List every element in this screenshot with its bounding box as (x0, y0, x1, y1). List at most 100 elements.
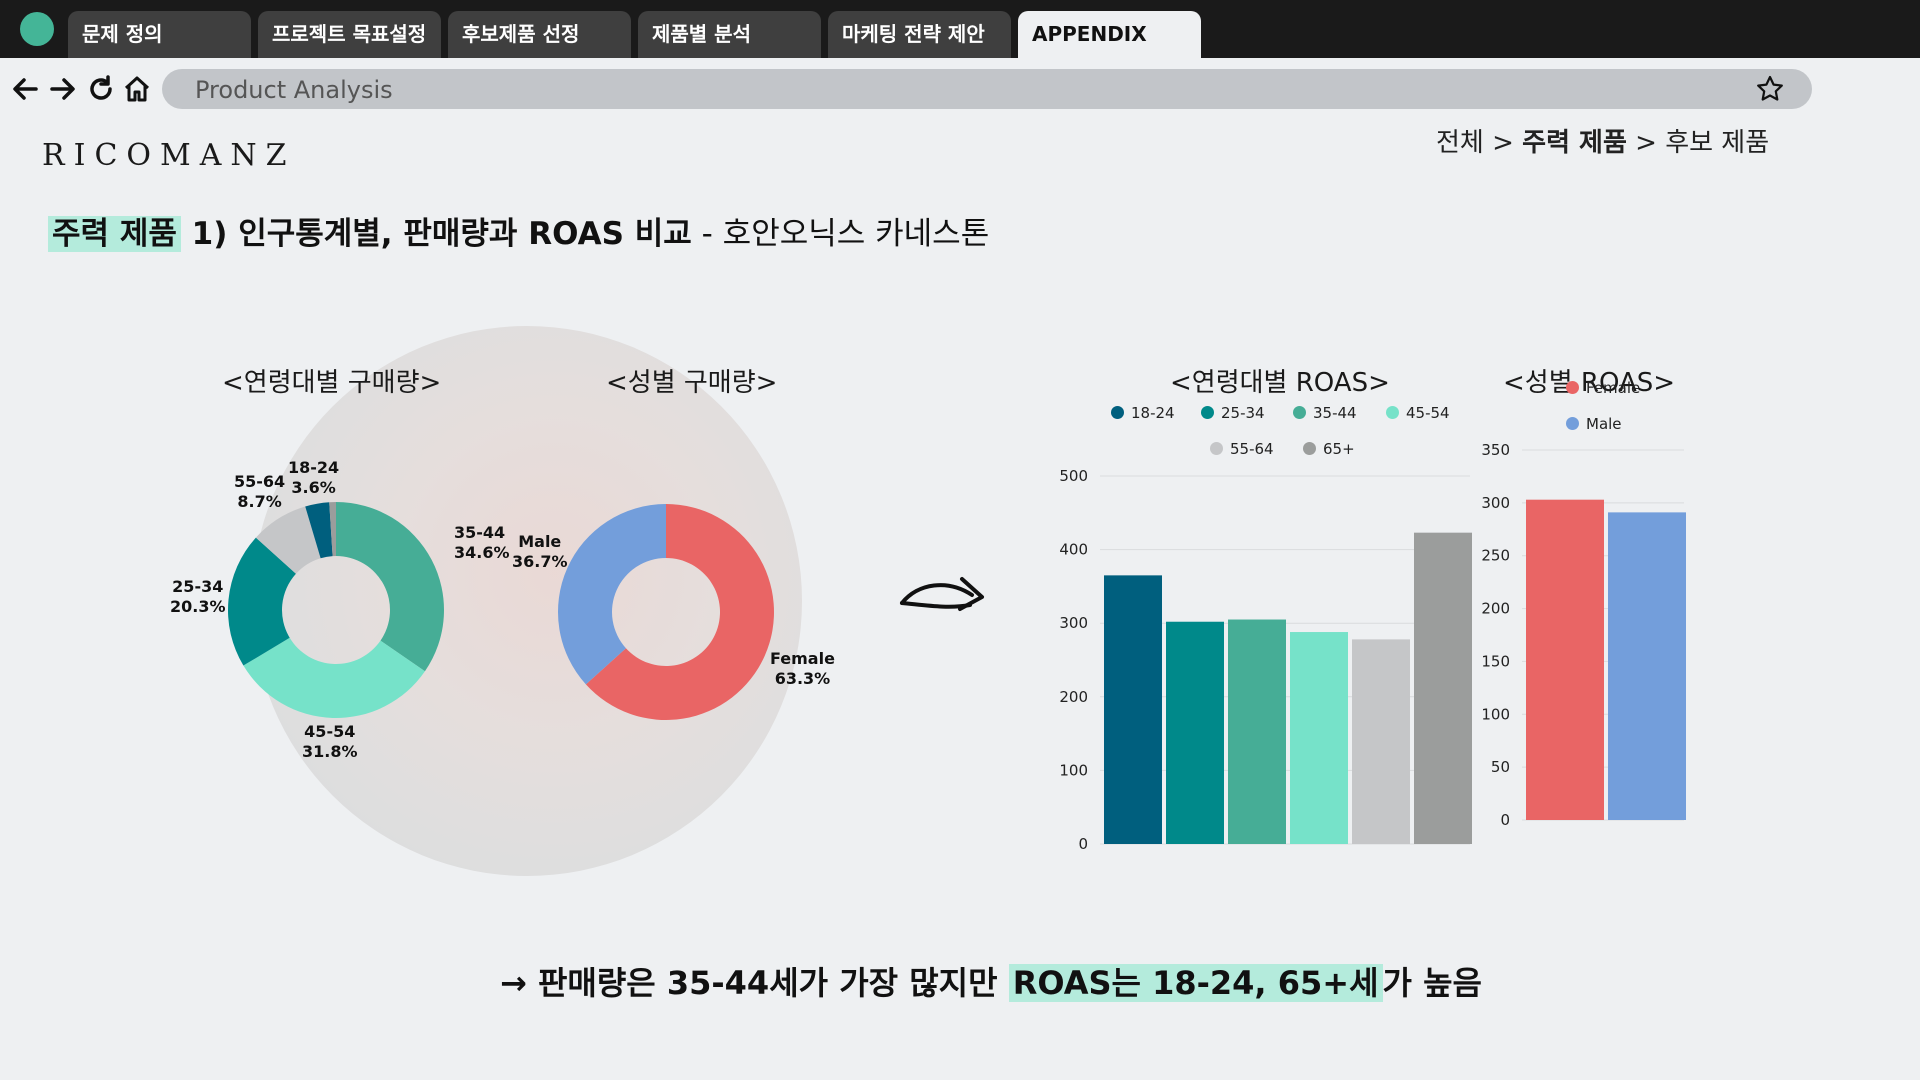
legend-item-45-54: 45-54 (1386, 404, 1450, 422)
breadcrumb-current: 주력 제품 (1522, 128, 1627, 158)
address-text: Product Analysis (195, 76, 393, 104)
conclusion-part1: 판매량은 35-44세가 가장 많지만 (526, 964, 1009, 1002)
donut-slice-55-64 (255, 506, 321, 574)
y-tick-label: 0 (1078, 835, 1088, 853)
y-tick-label: 0 (1500, 811, 1510, 829)
gender-purchase-chart-title: <성별 구매량> (606, 368, 778, 398)
pie-label-male: Male 36.7% (512, 532, 568, 571)
conclusion-part2: 가 높음 (1382, 964, 1482, 1002)
reload-icon[interactable] (86, 74, 116, 104)
legend-label: 55-64 (1230, 440, 1274, 458)
tab-bar: 문제 정의 프로젝트 목표설정 후보제품 선정 제품별 분석 마케팅 전략 제안… (0, 0, 1920, 58)
legend-swatch (1201, 406, 1214, 419)
bar-male (1608, 512, 1686, 820)
legend-swatch (1303, 442, 1316, 455)
y-tick-label: 200 (1481, 600, 1510, 618)
legend-label: Female (1586, 379, 1641, 397)
legend-label: Male (1586, 415, 1622, 433)
title-main: 1) 인구통계별, 판매량과 ROAS 비교 (180, 216, 692, 252)
y-tick-label: 100 (1059, 761, 1088, 779)
legend-item-55-64: 55-64 (1210, 440, 1274, 458)
conclusion-text: → 판매량은 35-44세가 가장 많지만 ROAS는 18-24, 65+세 가… (500, 958, 1482, 1004)
y-tick-label: 150 (1481, 652, 1510, 670)
bookmark-star-icon[interactable] (1756, 75, 1784, 103)
nav-bar: Product Analysis (0, 58, 1920, 118)
legend-item-65-plus: 65+ (1303, 440, 1355, 458)
back-arrow-icon[interactable] (10, 74, 40, 104)
breadcrumb-root[interactable]: 전체 > (1436, 128, 1523, 158)
tab-marketing-strategy[interactable]: 마케팅 전략 제안 (828, 11, 1011, 58)
pie-label-45-54: 45-54 31.8% (302, 722, 358, 761)
legend-label: 18-24 (1131, 404, 1175, 422)
donut-slice-18-24 (305, 502, 333, 559)
legend-swatch (1386, 406, 1399, 419)
brand-logo: RICOMANZ (42, 138, 296, 173)
address-bar[interactable]: Product Analysis (162, 69, 1812, 109)
legend-swatch (1210, 442, 1223, 455)
tab-project-goals[interactable]: 프로젝트 목표설정 (258, 11, 441, 58)
app-icon[interactable] (20, 12, 54, 46)
curved-arrow-icon (900, 577, 984, 611)
y-tick-label: 100 (1481, 705, 1510, 723)
pie-label-female: Female 63.3% (770, 649, 835, 688)
pie-label-35-44: 35-4434.6% (454, 523, 510, 563)
breadcrumb-next[interactable]: > 후보 제품 (1626, 128, 1770, 158)
y-tick-label: 250 (1481, 547, 1510, 565)
bar-55-64 (1352, 639, 1410, 844)
gender-roas-bar-chart: 0 50 100 150 200 250 300 350 (1481, 441, 1686, 829)
donut-slice-25-34 (228, 537, 296, 666)
y-tick-label: 50 (1491, 758, 1510, 776)
age-roas-bar-chart: 0 100 200 300 400 500 (1059, 467, 1472, 853)
tab-product-analysis[interactable]: 제품별 분석 (638, 11, 821, 58)
tab-label: 제품별 분석 (652, 22, 751, 46)
y-tick-label: 400 (1059, 541, 1088, 559)
tab-appendix[interactable]: APPENDIX (1018, 11, 1201, 58)
y-tick-label: 200 (1059, 688, 1088, 706)
bar-25-34 (1166, 621, 1224, 844)
tab-problem-definition[interactable]: 문제 정의 (68, 11, 251, 58)
conclusion-highlight: ROAS는 18-24, 65+세 (1008, 964, 1383, 1002)
donut-slice-65-plus (329, 502, 336, 557)
legend-swatch (1566, 381, 1579, 394)
legend-item-18-24: 18-24 (1111, 404, 1175, 422)
title-highlight: 주력 제품 (48, 216, 181, 252)
y-tick-label: 300 (1059, 614, 1088, 632)
legend-item-25-34: 25-34 (1201, 404, 1265, 422)
pie-label-55-64: 55-64 8.7% (234, 472, 286, 511)
donut-slice-male (558, 504, 666, 685)
home-icon[interactable] (122, 74, 152, 104)
forward-arrow-icon[interactable] (48, 74, 78, 104)
pie-label-25-34: 25-34 20.3% (170, 577, 226, 616)
tab-candidate-products[interactable]: 후보제품 선정 (448, 11, 631, 58)
conclusion-arrow: → (500, 964, 527, 1002)
age-purchase-donut-chart (228, 502, 444, 718)
tab-label: 프로젝트 목표설정 (272, 22, 427, 46)
legend-label: 25-34 (1221, 404, 1265, 422)
breadcrumb: 전체 > 주력 제품 > 후보 제품 (1436, 122, 1769, 159)
title-sub: - 호안오닉스 카네스톤 (691, 216, 990, 252)
age-purchase-chart-title: <연령대별 구매량> (222, 368, 442, 398)
legend-label: 65+ (1323, 440, 1355, 458)
y-tick-label: 500 (1059, 467, 1088, 485)
pie-label-18-24: 18-24 3.6% (288, 458, 340, 497)
legend-item-female: Female (1566, 379, 1640, 397)
tab-label: 마케팅 전략 제안 (842, 22, 985, 46)
y-tick-label: 350 (1481, 441, 1510, 459)
legend-item-35-44: 35-44 (1293, 404, 1357, 422)
bar-18-24 (1104, 575, 1162, 844)
legend-swatch (1111, 406, 1124, 419)
bar-65-plus (1414, 532, 1472, 844)
product-photo-background (252, 326, 802, 876)
donut-slice-45-54 (243, 637, 425, 718)
tab-label: 문제 정의 (82, 22, 163, 46)
legend-swatch (1293, 406, 1306, 419)
age-roas-chart-title: <연령대별 ROAS> (1170, 368, 1390, 398)
page-title: 주력 제품 1) 인구통계별, 판매량과 ROAS 비교 - 호안오닉스 카네스… (48, 208, 989, 253)
bar-45-54 (1290, 632, 1348, 844)
bar-35-44 (1228, 619, 1286, 844)
legend-item-male: Male (1566, 415, 1622, 433)
bar-female (1526, 499, 1604, 820)
gender-purchase-donut-chart (558, 504, 774, 720)
donut-slice-female (585, 504, 774, 720)
legend-label: 35-44 (1313, 404, 1357, 422)
